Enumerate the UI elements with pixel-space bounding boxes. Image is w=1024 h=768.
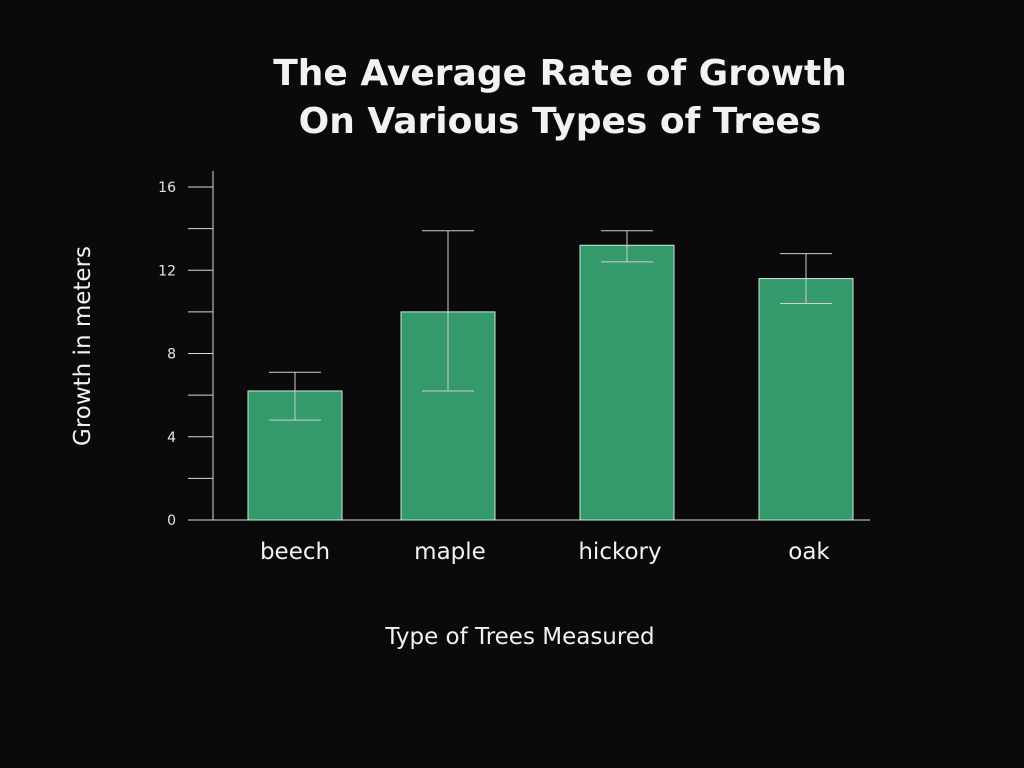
chart-labels: beech maple hickory oak [260,539,830,565]
x-axis-title: Type of Trees Measured [384,624,654,650]
x-category-label-hickory: hickory [578,539,661,565]
y-tick-label: 12 [158,263,176,279]
chart-title-line-1: The Average Rate of Growth [273,53,847,94]
x-category-label-maple: maple [414,539,486,565]
y-tick-label: 8 [167,347,176,363]
y-tick-label: 16 [158,180,176,196]
y-tick-label: 4 [167,430,176,446]
x-category-label-beech: beech [260,539,330,565]
chart-title: The Average Rate of Growth On Various Ty… [140,50,980,146]
y-tick-label: 0 [167,513,176,529]
chart-bars [247,244,854,521]
y-axis-title: Growth in meters [70,246,96,446]
chart-title-line-2: On Various Types of Trees [298,101,822,142]
x-category-label-oak: oak [788,539,830,565]
bar-oak [758,278,854,521]
chart-error-bars [269,230,832,421]
bar-hickory [579,244,675,521]
